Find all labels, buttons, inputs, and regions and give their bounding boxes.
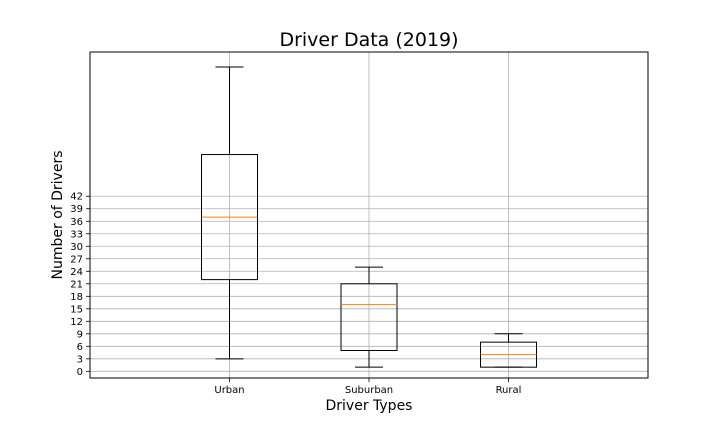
y-tick-label: 39 <box>70 204 83 215</box>
y-tick-label: 33 <box>70 229 83 240</box>
y-tick-label: 36 <box>70 217 83 228</box>
y-tick-label: 9 <box>77 329 83 340</box>
y-tick-label: 27 <box>70 254 83 265</box>
y-axis-label: Number of Drivers <box>50 150 66 279</box>
x-tick-label-rural: Rural <box>496 385 522 396</box>
iqr-box <box>340 283 398 351</box>
y-tick-label: 6 <box>77 342 83 353</box>
box-suburban <box>340 266 398 368</box>
chart-title: Driver Data (2019) <box>279 29 458 51</box>
grid-lines <box>90 52 648 378</box>
y-tick-label: 3 <box>77 354 83 365</box>
x-axis-ticks: Urban Suburban Rural <box>214 378 521 396</box>
y-tick-label: 24 <box>70 267 83 278</box>
y-tick-label: 42 <box>70 192 83 203</box>
y-tick-label: 21 <box>70 279 83 290</box>
x-tick-label-suburban: Suburban <box>345 385 393 396</box>
box-urban <box>201 66 258 360</box>
x-tick-label-urban: Urban <box>214 385 244 396</box>
box-elements <box>201 66 537 368</box>
y-tick-label: 0 <box>77 367 83 378</box>
y-tick-label: 15 <box>70 304 83 315</box>
y-tick-label: 18 <box>70 292 83 303</box>
x-axis-label: Driver Types <box>326 398 413 414</box>
y-tick-label: 12 <box>70 317 83 328</box>
box-rural <box>480 333 537 368</box>
y-tick-label: 30 <box>70 242 83 253</box>
